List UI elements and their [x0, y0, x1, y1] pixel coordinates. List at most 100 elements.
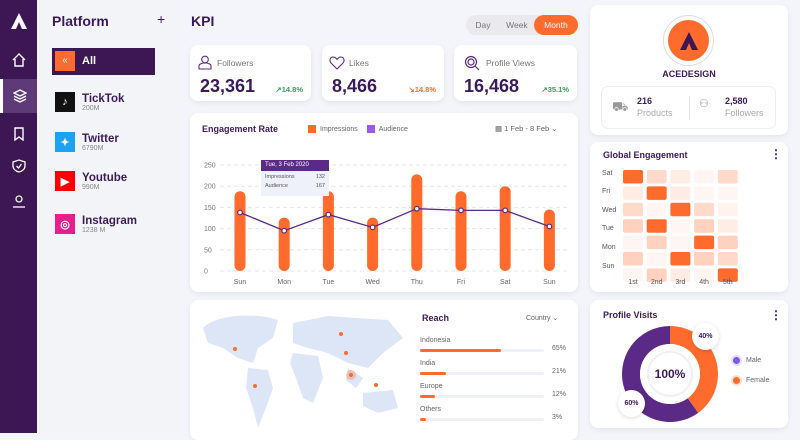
reach-pct: 21%: [552, 368, 567, 375]
y-tick-label: 150: [204, 205, 216, 212]
heatmap-cell: [694, 219, 715, 233]
bookmark-icon[interactable]: [0, 117, 37, 151]
heatmap-cell: [646, 202, 667, 217]
global-engagement-card: Global Engagement ⋮ Sat Fri Wed Tue Mon Sun 1s…: [590, 142, 788, 292]
products-count: 216: [637, 96, 653, 106]
x-tick-label: Thu: [411, 279, 423, 286]
heatmap-cell: [694, 252, 715, 266]
engagement-title: Engagement Rate: [202, 124, 279, 134]
nav-rail: [0, 0, 37, 433]
reach-row: Europe 12%: [420, 383, 570, 405]
trend-up-icon: ↗: [275, 85, 282, 94]
profile-card: ACEDESIGN ⛟ 216 Products ⚇ 2,580 Followe…: [590, 5, 788, 135]
female-pct-badge: 40%: [692, 323, 719, 350]
more-options-icon[interactable]: ⋮: [770, 308, 782, 322]
audience-point: [237, 209, 243, 216]
audience-point: [546, 223, 553, 230]
cart-icon: ⛟: [612, 99, 629, 114]
platform-item-twitter[interactable]: ✦ Twitter 6790M: [55, 132, 119, 152]
audience-point: [369, 224, 376, 231]
search-icon: [464, 55, 480, 71]
trend-down-icon: ↘: [408, 85, 415, 94]
reach-country: Indonesia: [420, 337, 451, 344]
kpi-value: 16,468: [464, 76, 520, 96]
reach-pct: 65%: [552, 345, 567, 352]
heatmap-cell: [717, 186, 738, 200]
x-tick-label: Sat: [500, 279, 511, 286]
team-icon: ⚇: [699, 98, 709, 110]
heatmap-cell: [646, 186, 667, 200]
shield-icon[interactable]: [0, 149, 37, 183]
platform-name: TickTok: [82, 92, 125, 105]
reach-bar: [420, 372, 544, 375]
chevron-down-icon: ⌄: [550, 315, 559, 322]
more-options-icon[interactable]: ⋮: [770, 147, 782, 161]
add-platform-button[interactable]: +: [157, 11, 166, 27]
y-tick-label: 250: [204, 163, 216, 170]
heatmap-cell: [717, 235, 738, 250]
youtube-icon: ▶: [55, 171, 75, 191]
donut-center-label: 100%: [654, 367, 686, 381]
heatmap-row-label: Fri: [602, 188, 611, 195]
home-icon[interactable]: [0, 43, 37, 77]
reach-list: Indonesia 65% India 21% Europe 12% Others 3%: [400, 337, 570, 432]
world-map: [203, 315, 403, 428]
legend-audience: Audience: [378, 125, 408, 133]
map-markers: [233, 332, 378, 388]
y-tick-label: 100: [204, 226, 216, 233]
kpi-card-followers: Followers 23,361 ↗14.8%: [190, 45, 311, 101]
tooltip-title: Tue, 3 Feb 2020: [261, 160, 329, 171]
heatmap-cell: [717, 219, 738, 233]
heatmap-cell: [717, 268, 738, 282]
heatmap-row-label: Sat: [602, 170, 613, 177]
chart-tooltip: Tue, 3 Feb 2020 Impressions 132 Audience 1…: [261, 160, 329, 196]
reach-bar: [420, 349, 544, 352]
products-label: Products: [637, 108, 673, 118]
app-logo-icon[interactable]: [0, 4, 37, 38]
y-tick-label: 0: [204, 269, 208, 276]
audience-line: [239, 208, 550, 232]
reach-country: Others: [420, 406, 442, 413]
country-select[interactable]: Country ⌄: [526, 315, 559, 322]
heatmap-cell: [694, 235, 715, 250]
platform-item-tiktok[interactable]: ♪ TickTok 200M: [55, 92, 124, 112]
bar-impressions: [411, 174, 423, 271]
platform-item-all[interactable]: « All: [52, 48, 155, 75]
heatmap-cell: [670, 186, 691, 200]
bar-impressions: [367, 217, 379, 271]
platform-count: 6790M: [82, 144, 104, 152]
profile-visits-title: Profile Visits: [603, 310, 658, 320]
y-tick-label: 50: [204, 247, 212, 254]
heatmap-col-label: 5th: [723, 279, 733, 286]
user-icon[interactable]: [0, 184, 37, 218]
legend-swatch-audience: [366, 125, 375, 133]
kpi-card-profile-views: Profile Views 16,468 ↗35.1%: [454, 45, 577, 101]
calendar-icon: ▦: [495, 124, 505, 133]
reach-row: Indonesia 65%: [420, 337, 570, 359]
layers-icon[interactable]: [0, 79, 37, 113]
date-range-select[interactable]: ▦ 1 Feb - 8 Feb ⌄: [495, 124, 558, 133]
x-tick-label: Sun: [543, 279, 556, 286]
male-pct-badge: 60%: [618, 390, 645, 417]
kpi-change: ↘14.8%: [408, 85, 436, 94]
platform-item-instagram[interactable]: ◎ Instagram 1238 M: [55, 214, 137, 234]
platform-item-youtube[interactable]: ▶ Youtube 990M: [55, 171, 127, 191]
heatmap-cell: [670, 268, 691, 282]
heatmap-col-label: 2nd: [651, 279, 663, 286]
platform-name: Instagram: [82, 214, 137, 227]
period-month[interactable]: Month: [533, 15, 578, 35]
donut-inner-ring: [647, 351, 693, 397]
profile-visits-card: Profile Visits ⋮ 100% 40% 60% Male Femal…: [590, 300, 788, 428]
heatmap-cell: [670, 170, 691, 184]
reach-bar: [420, 395, 544, 398]
heatmap-cell: [694, 186, 715, 200]
period-day[interactable]: Day: [475, 20, 491, 30]
period-week[interactable]: Week: [506, 20, 528, 30]
legend: Impressions Audience: [308, 125, 408, 133]
reach-country: Europe: [420, 383, 443, 390]
heatmap-cell: [670, 219, 691, 233]
heatmap-cell: [694, 170, 715, 184]
platform-count: 990M: [82, 183, 100, 191]
audience-point: [413, 205, 420, 212]
kpi-label: Likes: [349, 58, 369, 68]
